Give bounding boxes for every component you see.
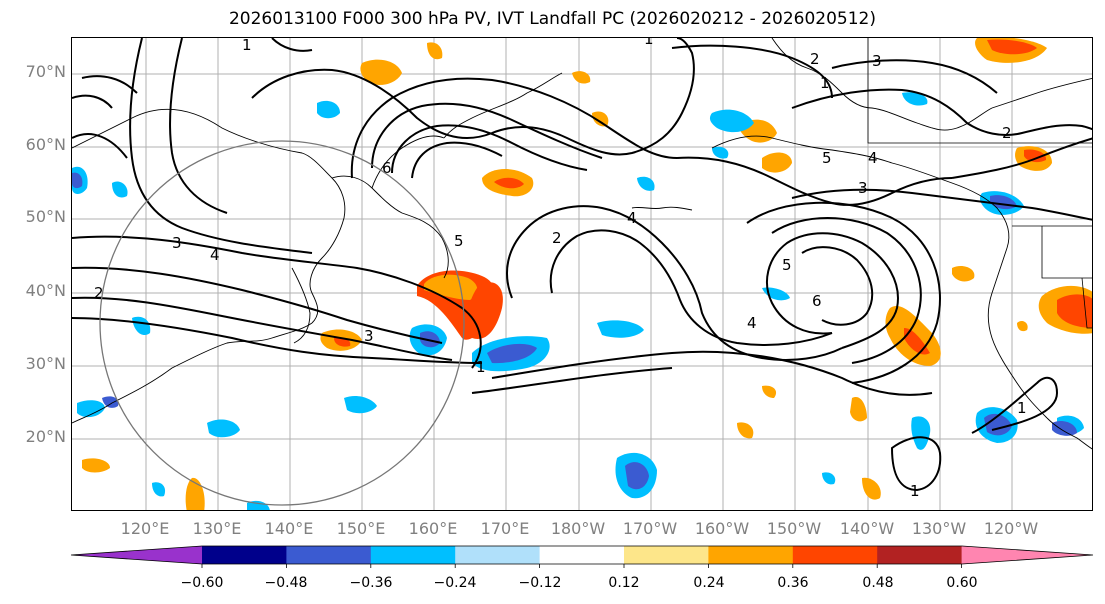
lon-label-140e: 140°E [264, 519, 314, 538]
colorbar-tick-label: 0.60 [946, 575, 978, 591]
colorbar-tick-label: 0.12 [608, 575, 640, 591]
lon-label-120e: 120°E [120, 519, 170, 538]
contour-label: 3 [872, 52, 882, 70]
contour-label: 5 [822, 149, 832, 167]
colorbar-tick-label: −0.60 [180, 575, 224, 591]
contour-label: 4 [627, 209, 637, 227]
contour-label: 6 [812, 292, 822, 310]
contour-label: 2 [810, 50, 820, 68]
map-canvas: 1 1 1 1 1 1 2 2 2 2 3 3 3 3 4 4 4 4 5 5 … [72, 38, 1092, 510]
colorbar-extend-low [71, 546, 202, 564]
lat-label-50n: 50°N [25, 207, 66, 226]
political-borders [867, 38, 1092, 329]
radius-circle [99, 140, 465, 506]
colorbar-bin [877, 546, 963, 564]
lon-label-120w: 120°W [983, 519, 1039, 538]
contour-label: 5 [782, 256, 792, 274]
graticule [72, 38, 1092, 510]
contour-label: 5 [454, 232, 464, 250]
map-title: 2026013100 F000 300 hPa PV, IVT Landfall… [228, 9, 876, 29]
colorbar-bin [792, 546, 878, 564]
contour-label: 1 [242, 38, 252, 54]
contour-label: 3 [364, 327, 374, 345]
colorbar-extend-high [961, 546, 1093, 564]
contour-label: 1 [910, 482, 920, 500]
contour-label: 1 [644, 38, 654, 48]
lon-label-170w: 170°W [622, 519, 678, 538]
contour-label: 2 [1002, 124, 1012, 142]
colorbar-bin [370, 546, 456, 564]
colorbar-bin [286, 546, 372, 564]
contour-label: 1 [476, 358, 486, 376]
colorbar-tick-label: 0.24 [693, 575, 725, 591]
lon-label-130w: 130°W [911, 519, 967, 538]
lat-label-60n: 60°N [25, 135, 66, 154]
lon-label-160e: 160°E [408, 519, 458, 538]
colorbar-bin [624, 546, 709, 564]
colorbar-tick-label: 0.48 [862, 575, 894, 591]
lon-label-150e: 150°E [336, 519, 386, 538]
map-panel: 1 1 1 1 1 1 2 2 2 2 3 3 3 3 4 4 4 4 5 5 … [71, 37, 1093, 511]
colorbar-tick-label: −0.36 [349, 575, 393, 591]
contour-labels: 1 1 1 1 1 1 2 2 2 2 3 3 3 3 4 4 4 4 5 5 … [94, 38, 1027, 500]
lon-label-170e: 170°E [480, 519, 530, 538]
lat-label-70n: 70°N [25, 62, 66, 81]
coastlines [72, 38, 1092, 450]
contour-label: 3 [858, 179, 868, 197]
contour-label: 3 [172, 234, 182, 252]
lon-label-130e: 130°E [192, 519, 242, 538]
colorbar-bin [455, 546, 541, 564]
lat-label-30n: 30°N [25, 354, 66, 373]
lon-label-140w: 140°W [839, 519, 895, 538]
contour-label: 4 [868, 149, 878, 167]
contour-label: 4 [747, 314, 757, 332]
contour-label: 2 [94, 284, 104, 302]
lon-label-160w: 160°W [694, 519, 750, 538]
colorbar-bin [202, 546, 287, 564]
pv-contours [72, 38, 1092, 492]
colorbar-bin [539, 546, 625, 564]
lat-label-20n: 20°N [25, 427, 66, 446]
contour-label: 6 [382, 159, 392, 177]
colorbar-tick-label: −0.12 [518, 575, 562, 591]
lon-label-180w: 180°W [550, 519, 606, 538]
colorbar-tick-label: −0.48 [264, 575, 308, 591]
colorbar-tick-label: 0.36 [777, 575, 809, 591]
colorbar-tick-label: −0.24 [433, 575, 477, 591]
contour-label: 1 [820, 74, 830, 92]
lon-label-150w: 150°W [766, 519, 822, 538]
colorbar-bin [708, 546, 794, 564]
pc-anomaly-fill [72, 38, 1092, 510]
contour-label: 4 [210, 246, 220, 264]
colorbar [70, 545, 1094, 568]
lat-label-40n: 40°N [25, 281, 66, 300]
contour-label: 1 [1017, 399, 1027, 417]
contour-label: 2 [552, 229, 562, 247]
